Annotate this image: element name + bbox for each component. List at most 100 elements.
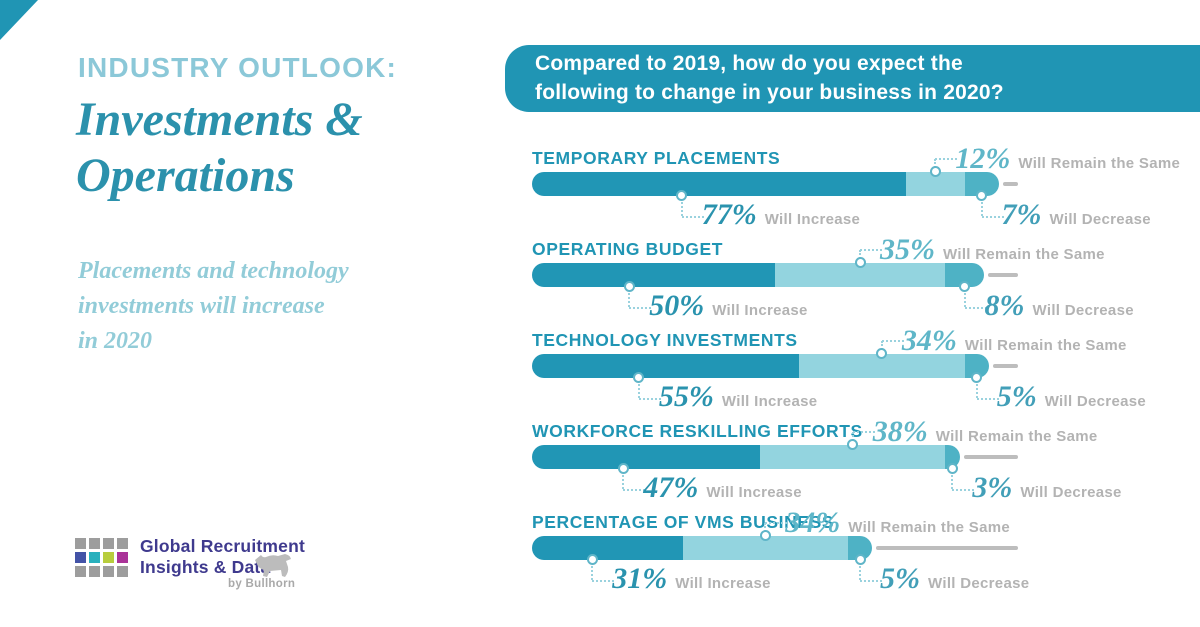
callout-series-label: Will Remain the Same: [1018, 155, 1181, 172]
bull-icon: [255, 554, 291, 577]
callout: 5% Will Decrease: [880, 564, 1029, 599]
callout: 34% Will Remain the Same: [902, 326, 1127, 361]
logo-grid-cell: [117, 566, 128, 577]
leader-line-v: [628, 288, 631, 307]
callout-unit: %: [731, 198, 757, 231]
chart-row: OPERATING BUDGET 50% Will Increase 35% Will …: [532, 235, 1200, 327]
leader-line-v: [764, 523, 767, 532]
leader-line-v: [980, 197, 983, 216]
scale-track: [876, 546, 1018, 550]
leader-line-h: [952, 489, 975, 491]
question-text: Compared to 2019, how do you expect the …: [535, 51, 1004, 104]
leader-line-h: [860, 580, 883, 582]
callout-value: 5: [996, 380, 1012, 413]
leader-line-h: [629, 307, 652, 309]
question-banner: Compared to 2019, how do you expect the …: [505, 45, 1200, 112]
segment-will-increase: [532, 172, 907, 196]
callout-value: 34: [901, 324, 932, 357]
logo-grid-cell: [117, 552, 128, 563]
callout-dot: [854, 554, 866, 565]
leader-line-v: [951, 470, 954, 489]
leader-line-h: [964, 307, 987, 309]
callout-series-label: Will Decrease: [1044, 393, 1147, 410]
callout-dot: [876, 348, 888, 359]
callout: 8% Will Decrease: [985, 291, 1134, 326]
callout-unit: %: [910, 233, 936, 266]
page-title: Investments & Operations: [76, 93, 363, 202]
callout-value: 12: [955, 142, 986, 175]
callout: 77% Will Increase: [702, 200, 860, 235]
bar: [532, 172, 1018, 196]
logo-grid-icon: [75, 538, 128, 577]
leader-line-v: [963, 288, 966, 307]
leader-line-v: [880, 341, 883, 350]
category-label: TECHNOLOGY INVESTMENTS: [532, 330, 798, 350]
callout-value: 5: [880, 562, 896, 595]
callout-value: 31: [612, 562, 643, 595]
callout-value: 3: [972, 471, 988, 504]
chart-row: TECHNOLOGY INVESTMENTS 55% Will Increase 34…: [532, 326, 1200, 418]
logo-grid-cell: [89, 538, 100, 549]
leader-line-v: [591, 561, 594, 580]
callout-dot: [586, 554, 598, 565]
category-label: WORKFORCE RESKILLING EFFORTS: [532, 421, 863, 441]
callout-series-label: Will Increase: [712, 302, 808, 319]
callout: 55% Will Increase: [659, 382, 817, 417]
segment-will-increase: [532, 354, 800, 378]
leader-line-v: [637, 379, 640, 398]
chart-row: PERCENTAGE OF VMS BUSINESS 31% Will Increa…: [532, 508, 1200, 600]
callout-series-label: Will Remain the Same: [964, 337, 1127, 354]
logo-grid-cell: [75, 552, 86, 563]
leader-line-h: [860, 249, 883, 251]
callout-series-label: Will Increase: [721, 393, 818, 410]
callout: 5% Will Decrease: [997, 382, 1146, 417]
bar: [532, 354, 1018, 378]
callout: 50% Will Increase: [649, 291, 807, 326]
callout-value: 35: [880, 233, 911, 266]
scale-track: [992, 364, 1018, 368]
byline-text: by Bullhorn: [228, 578, 296, 590]
callout-dot: [623, 281, 635, 292]
chart-row: TEMPORARY PLACEMENTS 77% Will Increase 12% W…: [532, 144, 1200, 236]
leader-line-h: [623, 489, 646, 491]
callout-series-label: Will Remain the Same: [848, 519, 1011, 536]
leader-line-h: [881, 340, 904, 342]
callout-value: 34: [785, 506, 816, 539]
chart-row: WORKFORCE RESKILLING EFFORTS 47% Will Incr…: [532, 417, 1200, 509]
callout-unit: %: [1011, 380, 1037, 413]
leader-line-v: [851, 432, 854, 441]
callout-unit: %: [815, 506, 841, 539]
scale-track: [987, 273, 1018, 277]
leader-line-h: [638, 398, 661, 400]
callout-unit: %: [931, 324, 957, 357]
callout-dot: [959, 281, 971, 292]
leader-line-h: [935, 158, 958, 160]
logo-grid-cell: [89, 552, 100, 563]
callout-value: 7: [1001, 198, 1017, 231]
callout-value: 50: [649, 289, 680, 322]
leader-line-v: [859, 250, 862, 259]
category-label: OPERATING BUDGET: [532, 239, 724, 259]
segment-will-increase: [532, 445, 761, 469]
callout-unit: %: [987, 471, 1013, 504]
logo-grid-cell: [117, 538, 128, 549]
callout-series-label: Will Increase: [706, 484, 802, 501]
leader-line-v: [680, 197, 683, 216]
leader-line-h: [592, 580, 615, 582]
callout-unit: %: [679, 289, 705, 322]
leader-line-v: [859, 561, 862, 580]
callout-unit: %: [673, 471, 699, 504]
callout-unit: %: [902, 415, 928, 448]
leader-line-v: [975, 379, 978, 398]
scale-track: [963, 455, 1018, 459]
callout: 34% Will Remain the Same: [785, 508, 1010, 543]
callout-unit: %: [688, 380, 714, 413]
callout-unit: %: [999, 289, 1025, 322]
callout-unit: %: [985, 142, 1011, 175]
callout-series-label: Will Decrease: [928, 575, 1030, 592]
callout-unit: %: [642, 562, 668, 595]
leader-line-h: [976, 398, 999, 400]
logo-grid-cell: [103, 538, 114, 549]
callout: 47% Will Increase: [643, 473, 801, 508]
